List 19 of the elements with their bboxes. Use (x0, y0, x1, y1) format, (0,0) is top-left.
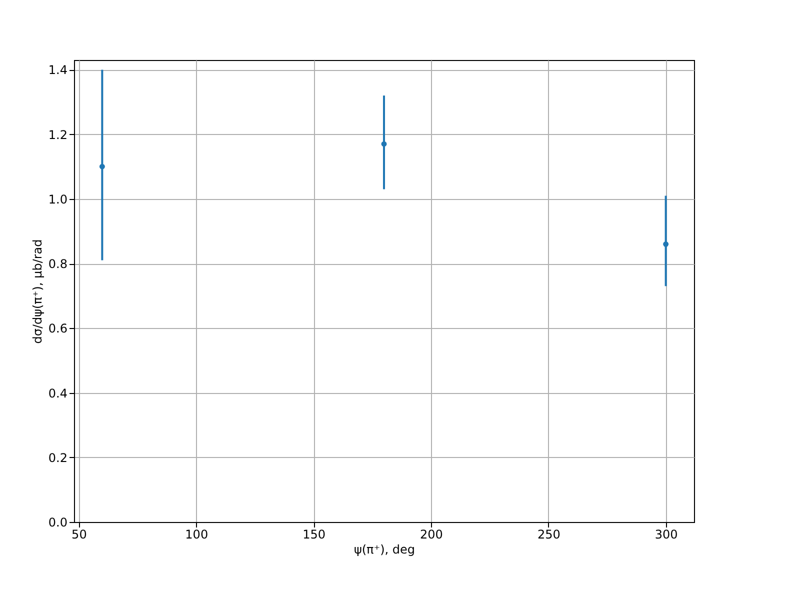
y-tick-label: 0.6 (48, 322, 68, 336)
point (663, 241, 669, 247)
y-axis-title: dσ/dψ(π⁺), μb/rad (30, 239, 44, 344)
x-tick-label: 250 (537, 528, 560, 542)
y-tick-label: 0.4 (48, 386, 68, 400)
y-tick-label: 0.8 (48, 257, 68, 272)
point (99, 164, 105, 170)
point (381, 141, 387, 147)
y-tick-label: 1.4 (48, 63, 68, 78)
x-axis-title: ψ(π⁺), deg (354, 542, 416, 556)
x-tick-label: 50 (72, 528, 87, 542)
x-tick-label: 150 (302, 528, 326, 542)
y-tick-label: 0.0 (48, 516, 68, 530)
x-tick-label: 300 (654, 528, 678, 542)
x-tick-label: 100 (185, 528, 208, 542)
y-tick-label: 1.2 (48, 128, 68, 142)
y-tick-label: 0.2 (48, 450, 68, 465)
y-tick-label: 1.0 (48, 192, 68, 206)
x-tick-label: 200 (420, 528, 443, 542)
